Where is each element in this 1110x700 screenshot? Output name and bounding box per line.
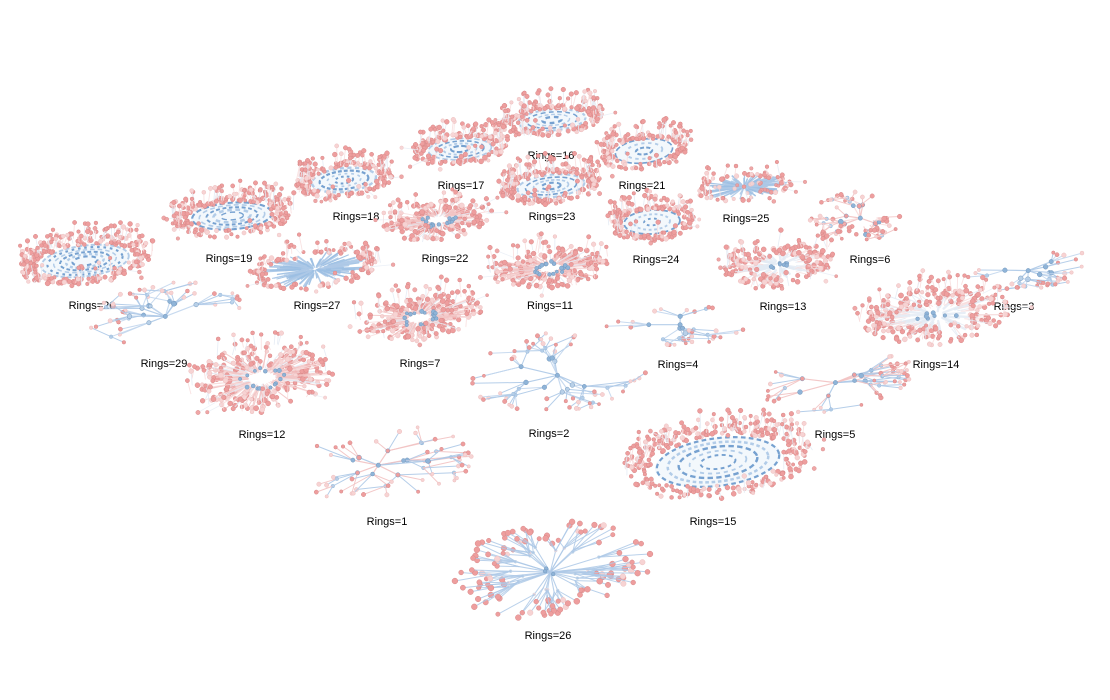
cluster-label: Rings=15	[690, 516, 737, 528]
graph-cluster-rings-19: Rings=19	[161, 178, 297, 265]
cluster-label: Rings=25	[723, 213, 770, 225]
graph-cluster-rings-7: Rings=7	[347, 274, 489, 370]
graph-cluster-rings-23: Rings=23	[496, 151, 615, 223]
graph-cluster-rings-22: Rings=22	[373, 187, 509, 265]
graph-cluster-rings-21: Rings=21	[594, 116, 694, 192]
graph-cluster-rings-2: Rings=2	[470, 331, 648, 440]
graph-cluster-rings-3: Rings=3	[966, 250, 1085, 313]
cluster-label: Rings=27	[294, 300, 341, 312]
cluster-label: Rings=13	[760, 301, 807, 313]
graph-cluster-rings-15: Rings=15	[622, 407, 827, 528]
cluster-label: Rings=18	[333, 211, 380, 223]
cluster-label: Rings=20	[69, 300, 116, 312]
graph-cluster-rings-13: Rings=13	[716, 227, 839, 313]
cluster-label: Rings=23	[529, 211, 576, 223]
graph-cluster-rings-29: Rings=29	[89, 280, 242, 370]
graph-cluster-rings-16: Rings=16	[493, 86, 618, 162]
graph-cluster-rings-17: Rings=17	[399, 117, 510, 192]
cluster-label: Rings=5	[815, 429, 856, 441]
graph-cluster-rings-25: Rings=25	[697, 159, 808, 225]
graph-cluster-rings-6: Rings=6	[807, 189, 903, 266]
graph-cluster-rings-11: Rings=11	[477, 231, 610, 312]
cluster-label: Rings=24	[633, 254, 680, 266]
cluster-label: Rings=6	[850, 254, 891, 266]
cluster-label: Rings=2	[529, 428, 570, 440]
graph-cluster-rings-27: Rings=27	[245, 232, 396, 312]
cluster-label: Rings=22	[422, 253, 469, 265]
graph-cluster-rings-14: Rings=14	[852, 268, 1034, 371]
cluster-label: Rings=11	[527, 300, 573, 312]
graph-cluster-rings-5: Rings=5	[765, 354, 912, 441]
graph-cluster-rings-18: Rings=18	[294, 143, 404, 223]
cluster-label: Rings=7	[400, 358, 441, 370]
cluster-label: Rings=12	[239, 429, 286, 441]
cluster-label: Rings=21	[619, 180, 666, 192]
cluster-label: Rings=4	[658, 359, 699, 371]
graph-cluster-rings-4: Rings=4	[604, 304, 746, 371]
cluster-label: Rings=17	[438, 180, 485, 192]
cluster-label: Rings=26	[525, 630, 572, 642]
cluster-label: Rings=19	[206, 253, 253, 265]
graph-cluster-rings-26: Rings=26	[451, 518, 654, 642]
cluster-label: Rings=1	[367, 516, 408, 528]
graph-cluster-rings-24: Rings=24	[605, 187, 702, 266]
graph-cluster-rings-1: Rings=1	[313, 425, 474, 528]
graph-cluster-rings-12: Rings=12	[185, 330, 336, 441]
graph-cluster-rings-20: Rings=20	[18, 220, 156, 312]
cluster-label: Rings=14	[913, 359, 960, 371]
cluster-label: Rings=29	[141, 358, 188, 370]
